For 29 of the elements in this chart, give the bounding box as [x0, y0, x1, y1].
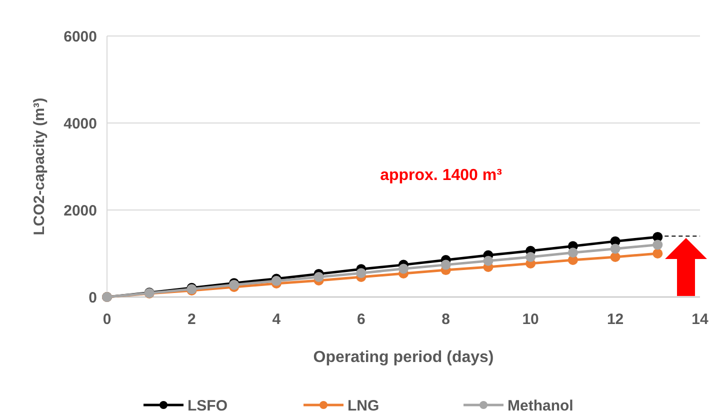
point — [568, 248, 578, 258]
point — [652, 248, 663, 258]
point — [483, 256, 494, 266]
x-tick-label: 12 — [606, 311, 624, 328]
x-tick-label: 4 — [272, 311, 282, 328]
y-tick-label: 2000 — [64, 202, 97, 220]
legend-label: LNG — [348, 397, 380, 414]
point — [314, 272, 324, 282]
legend-label: LSFO — [188, 397, 228, 414]
y-axis-title: LCO2-capacity (m³) — [31, 98, 48, 236]
x-tick-label: 14 — [692, 311, 709, 328]
x-axis-title: Operating period (days) — [313, 349, 494, 366]
point — [652, 240, 663, 250]
point — [526, 252, 536, 262]
point — [610, 244, 620, 254]
x-tick-label: 0 — [102, 311, 112, 328]
point — [440, 260, 451, 270]
x-tick-label: 2 — [188, 311, 196, 328]
y-tick-label: 6000 — [64, 28, 97, 46]
point — [356, 268, 366, 278]
y-tick-label: 0 — [88, 289, 97, 306]
y-tick-label: 4000 — [64, 115, 97, 132]
x-tick-label: 6 — [356, 311, 366, 328]
x-tick-label: 8 — [442, 311, 450, 328]
point — [610, 252, 620, 262]
point — [398, 264, 408, 274]
annotation: approx. 1400 m³ — [380, 167, 502, 184]
legend-label: Methanol — [508, 397, 574, 414]
x-tick-label: 10 — [522, 311, 539, 328]
